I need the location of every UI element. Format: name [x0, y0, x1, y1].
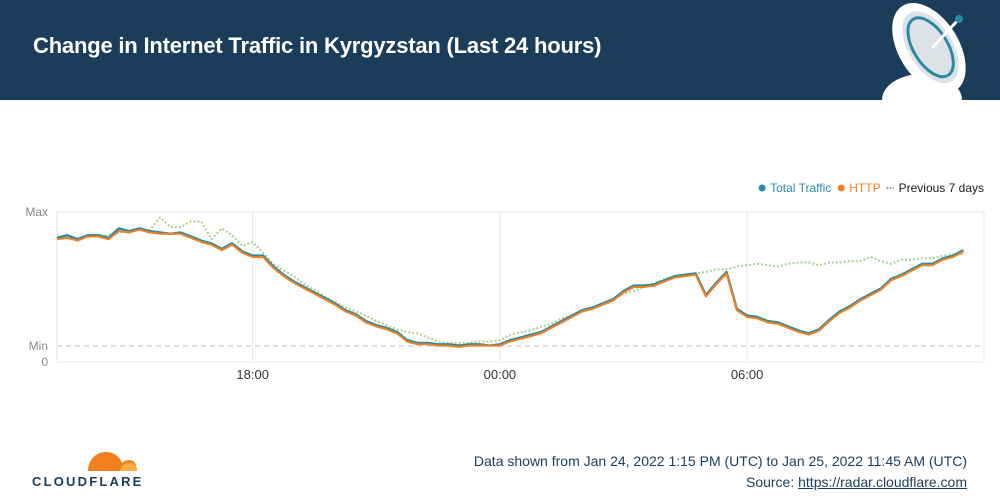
traffic-chart: 18:00 00:00 06:00 Max Min 0 Previous 7 days HTT…	[25, 181, 985, 382]
cloudflare-wordmark: CLOUDFLARE	[32, 474, 144, 489]
y-tick-label: Max	[25, 205, 48, 219]
y-tick-label: 0	[41, 355, 48, 369]
x-tick-label: 06:00	[731, 367, 764, 382]
source-prefix: Source:	[745, 474, 799, 490]
y-tick-label: Min	[29, 339, 48, 353]
x-tick-label: 00:00	[484, 367, 517, 382]
legend-marker	[758, 184, 766, 192]
http-line	[56, 228, 964, 348]
legend-marker	[837, 184, 845, 192]
source-link[interactable]: https://radar.cloudflare.com	[798, 474, 967, 490]
legend-label: Previous 7 days	[899, 181, 984, 195]
legend-label: Total Traffic	[770, 181, 831, 195]
legend-label: HTTP	[849, 181, 880, 195]
total-traffic-line	[56, 227, 964, 347]
page-title: Change in Internet Traffic in Kyrgyzstan…	[33, 33, 602, 58]
x-tick-label: 18:00	[236, 367, 269, 382]
header-banner: Change in Internet Traffic in Kyrgyzstan…	[0, 0, 1000, 100]
source-line: Source: https://radar.cloudflare.com	[746, 474, 967, 490]
previous-7-days-line	[57, 216, 964, 344]
satellite-dish-icon	[882, 3, 966, 100]
plot-area-frame	[56, 211, 985, 363]
data-range-text: Data shown from Jan 24, 2022 1:15 PM (UT…	[473, 453, 967, 469]
cloudflare-cloud-icon	[88, 452, 138, 471]
